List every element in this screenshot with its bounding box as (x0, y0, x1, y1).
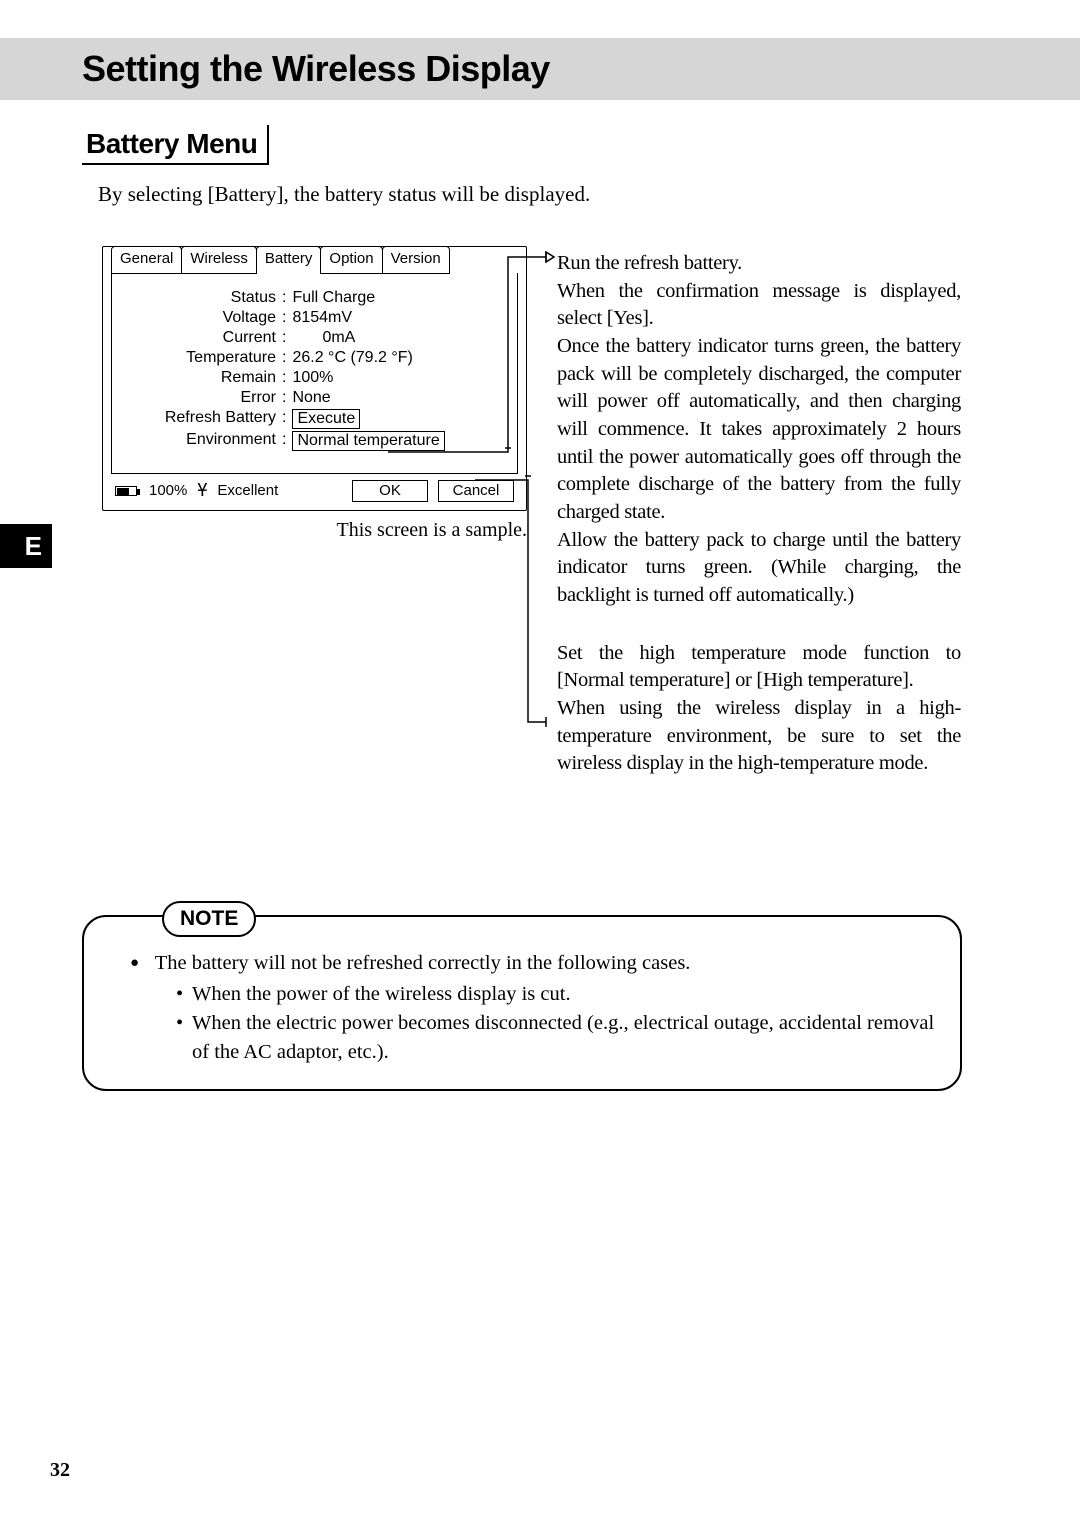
side-index-tab: E (0, 524, 52, 568)
battery-row-error: Error:None (122, 389, 507, 407)
note-item: When the electric power becomes disconne… (176, 1009, 936, 1067)
tab-option[interactable]: Option (320, 246, 382, 274)
row-label: Current (122, 329, 282, 347)
panel-statusbar: 100% Ұ Excellent OK Cancel (111, 474, 518, 504)
cancel-button[interactable]: Cancel (438, 480, 514, 502)
ok-button[interactable]: OK (352, 480, 428, 502)
title-bar: Setting the Wireless Display (0, 38, 1080, 100)
row-value: 8154mV (286, 309, 352, 327)
row-value: 100% (286, 369, 333, 387)
section-heading: Battery Menu (82, 125, 269, 165)
battery-tab-body: Status:Full Charge Voltage:8154mV Current:… (111, 273, 518, 474)
note-section: NOTE The battery will not be refreshed c… (82, 915, 962, 1091)
row-label: Status (122, 289, 282, 307)
tab-version[interactable]: Version (382, 246, 450, 274)
panel-caption: This screen is a sample. (102, 519, 527, 542)
environment-explanation: Set the high temperature mode function t… (557, 640, 961, 778)
battery-panel: GeneralWirelessBatteryOptionVersion Stat… (102, 246, 527, 542)
battery-row-current: Current:0mA (122, 329, 507, 347)
tab-general[interactable]: General (111, 246, 182, 274)
row-label: Voltage (122, 309, 282, 327)
note-item: When the power of the wireless display i… (176, 980, 936, 1009)
battery-row-refresh-battery: Refresh Battery:Execute (122, 409, 507, 429)
row-label: Environment (122, 431, 282, 451)
row-label: Refresh Battery (122, 409, 282, 429)
tab-battery[interactable]: Battery (256, 246, 322, 274)
tab-wireless[interactable]: Wireless (181, 246, 257, 274)
refresh-explanation: Run the refresh battery.When the confirm… (557, 250, 961, 610)
row-value: 0mA (286, 329, 355, 347)
battery-percent: 100% (149, 482, 187, 499)
battery-row-environment: Environment:Normal temperature (122, 431, 507, 451)
settings-tabs: GeneralWirelessBatteryOptionVersion (111, 246, 518, 274)
row-value[interactable]: Normal temperature (286, 431, 444, 451)
signal-icon: Ұ (197, 483, 207, 497)
page-title: Setting the Wireless Display (82, 48, 550, 90)
row-value: 26.2 °C (79.2 °F) (286, 349, 412, 367)
explanatory-column: Run the refresh battery.When the confirm… (557, 250, 961, 778)
note-label: NOTE (162, 901, 256, 937)
row-label: Temperature (122, 349, 282, 367)
page-number: 32 (50, 1459, 70, 1482)
row-label: Remain (122, 369, 282, 387)
battery-row-status: Status:Full Charge (122, 289, 507, 307)
intro-text: By selecting [Battery], the battery stat… (98, 182, 590, 207)
signal-text: Excellent (217, 482, 278, 499)
battery-row-voltage: Voltage:8154mV (122, 309, 507, 327)
battery-row-remain: Remain:100% (122, 369, 507, 387)
note-lead: The battery will not be refreshed correc… (155, 952, 691, 974)
battery-row-temperature: Temperature:26.2 °C (79.2 °F) (122, 349, 507, 367)
row-label: Error (122, 389, 282, 407)
row-value[interactable]: Execute (286, 409, 360, 429)
row-value: Full Charge (286, 289, 375, 307)
battery-icon (115, 482, 139, 499)
row-value: None (286, 389, 330, 407)
